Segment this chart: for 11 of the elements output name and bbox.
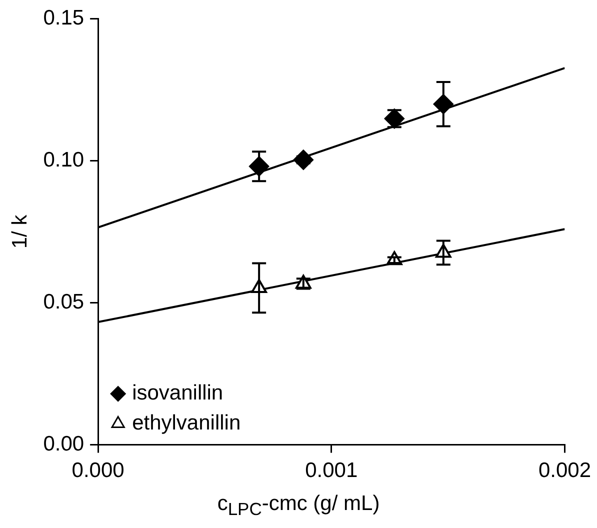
- x-axis-title: c$_{LPC}$-cmc (g/ mL): [216, 492, 381, 520]
- y-tick-label: 0.15: [43, 6, 84, 30]
- legend-label: ethylvanillin: [132, 412, 241, 435]
- legend-label: isovanillin: [132, 382, 224, 405]
- x-tick-label: 0.001: [305, 459, 358, 482]
- y-tick-label: 0.05: [43, 290, 84, 314]
- x-tick-label: 0.002: [538, 459, 592, 482]
- y-axis-title: 1/ k: [8, 214, 32, 249]
- x-tick-label: 0.000: [72, 459, 124, 482]
- y-tick-label: 0.00: [43, 432, 84, 456]
- y-tick-label: 0.10: [43, 148, 84, 172]
